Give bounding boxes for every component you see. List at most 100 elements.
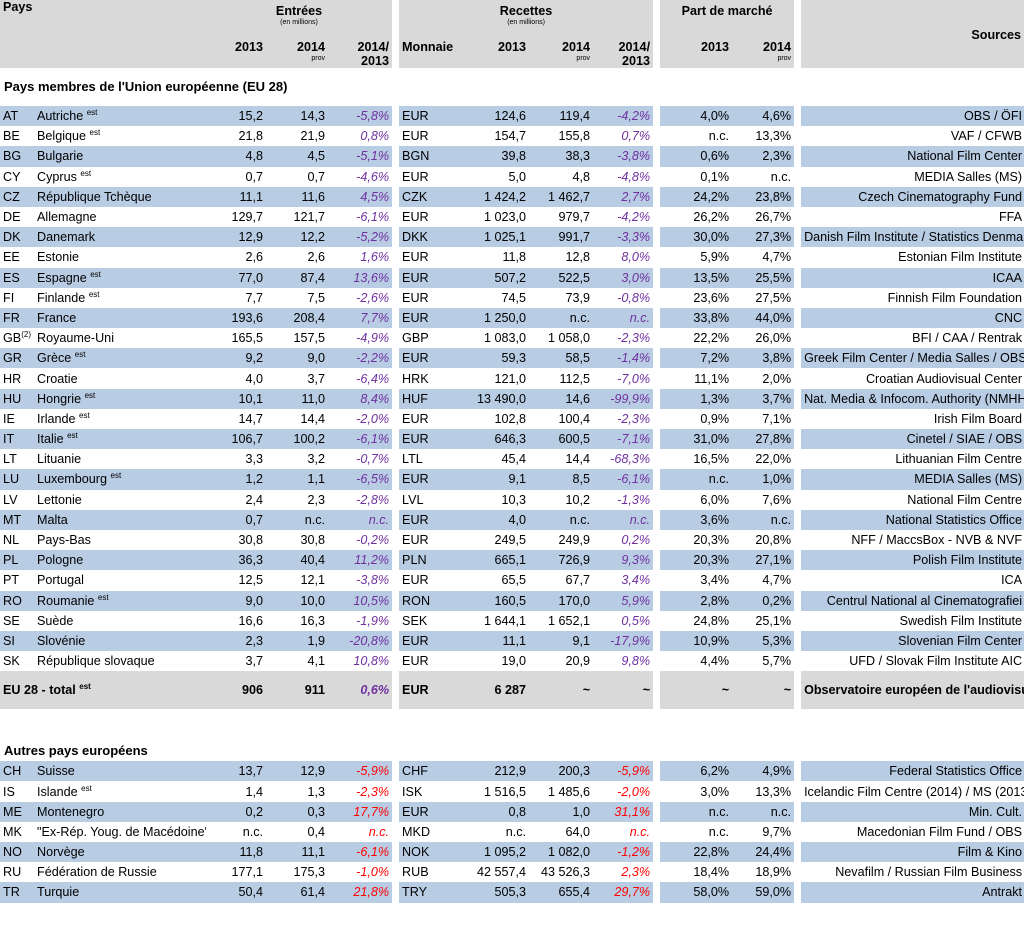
country-name: Norvège: [34, 842, 207, 863]
recettes-change: -6,1%: [593, 469, 654, 490]
entrees-change: 21,8%: [328, 882, 393, 903]
table-row: NO Norvège 11,8 11,1 -6,1% NOK 1 095,2 1 082,0-…: [0, 842, 1024, 863]
recettes-2013: 1 095,2: [461, 842, 530, 863]
table-row: DK Danemark 12,9 12,2 -5,2% DKK 1 025,1 991,7 -3…: [0, 227, 1024, 248]
entrees-change: 0,8%: [328, 126, 393, 147]
entrees-change: -5,2%: [328, 227, 393, 248]
currency: EUR: [399, 801, 462, 822]
market-share-2014: 2,3%: [732, 146, 795, 167]
recettes-2013: 665,1: [461, 550, 530, 571]
currency: HRK: [399, 368, 462, 389]
eu-section-title: Pays membres de l'Union européenne (EU 2…: [4, 79, 288, 94]
market-share-2013: 6,2%: [660, 761, 733, 782]
country-name: Slovénie: [34, 630, 207, 652]
recettes-change: -4,8%: [593, 166, 654, 187]
entrees-2014: 0,4: [266, 821, 329, 842]
source: Croatian Audiovisual Center: [801, 368, 1024, 389]
recettes-2014: 1,0: [529, 801, 594, 822]
recettes-2014: 249,9: [529, 529, 594, 551]
country-code: PL: [0, 550, 34, 571]
recettes-change: -0,8%: [593, 287, 654, 308]
other-section-title-row: Autres pays européens: [0, 709, 1024, 761]
country-code: DE: [0, 206, 34, 228]
market-share-2014: 27,8%: [732, 429, 795, 450]
country-code: BE: [0, 126, 34, 147]
market-share-2014: 23,8%: [732, 186, 795, 207]
country-name: Grèce est: [34, 348, 207, 369]
market-share-2013: 4,0%: [660, 106, 733, 127]
entrees-2013: 36,3: [206, 550, 267, 571]
market-share-2014: 4,7%: [732, 570, 795, 591]
country-code: BG: [0, 146, 34, 167]
entrees-2014: n.c.: [266, 509, 329, 530]
recettes-2013: 212,9: [461, 761, 530, 782]
recettes-2014: 991,7: [529, 227, 594, 248]
source: National Film Center: [801, 146, 1024, 167]
market-share-2013: n.c.: [660, 469, 733, 490]
market-share-2013: 20,3%: [660, 529, 733, 551]
country-code: GB(2): [0, 328, 34, 349]
market-share-2014: 4,7%: [732, 247, 795, 268]
currency: DKK: [399, 227, 462, 248]
market-share-2014: 20,8%: [732, 529, 795, 551]
country-name: Roumanie est: [34, 590, 207, 611]
eu-total-row: EU 28 - total est 906 911 0,6% EUR 6 287…: [0, 671, 1024, 710]
country-name: Espagne est: [34, 267, 207, 288]
entrees-change: -6,1%: [328, 842, 393, 863]
source: BFI / CAA / Rentrak: [801, 328, 1024, 349]
currency: EUR: [399, 509, 462, 530]
country-name: Portugal: [34, 570, 207, 591]
recettes-2014: 170,0: [529, 590, 594, 611]
entrees-2014: 4,1: [266, 651, 329, 672]
currency: EUR: [399, 206, 462, 228]
currency: EUR: [399, 529, 462, 551]
currency: EUR: [399, 287, 462, 308]
country-name: Luxembourg est: [34, 469, 207, 490]
currency: RUB: [399, 862, 462, 883]
market-share-2013: 11,1%: [660, 368, 733, 389]
market-share-2014: 5,7%: [732, 651, 795, 672]
currency: HUF: [399, 388, 462, 409]
currency: LVL: [399, 489, 462, 510]
market-share-2014: 7,6%: [732, 489, 795, 510]
recettes-2013: 249,5: [461, 529, 530, 551]
market-share-2014: 25,5%: [732, 267, 795, 288]
recettes-2013: 45,4: [461, 449, 530, 470]
source: Centrul National al Cinematografiei: [801, 590, 1024, 611]
source: NFF / MaccsBox - NVB & NVF: [801, 529, 1024, 551]
market-share-2014: n.c.: [732, 166, 795, 187]
entrees-2013: 3,3: [206, 449, 267, 470]
recettes-2013: 59,3: [461, 348, 530, 369]
recettes-2014: 73,9: [529, 287, 594, 308]
recettes-change: 29,7%: [593, 882, 654, 903]
entrees-2014: 121,7: [266, 206, 329, 228]
recettes-change: 2,7%: [593, 186, 654, 207]
recettes-2013: 507,2: [461, 267, 530, 288]
entrees-2013: 193,6: [206, 307, 267, 329]
total-m2014: ~: [732, 671, 795, 710]
market-share-2013: 4,4%: [660, 651, 733, 672]
recettes-change: -99,9%: [593, 388, 654, 409]
country-code: ME: [0, 801, 34, 822]
market-share-2014: 3,7%: [732, 388, 795, 409]
country-code: CY: [0, 166, 34, 187]
currency: EUR: [399, 469, 462, 490]
entrees-2013: 21,8: [206, 126, 267, 147]
entrees-change: 10,5%: [328, 590, 393, 611]
entrees-2014: 0,3: [266, 801, 329, 822]
table-row: BE Belgique est 21,8 21,9 0,8% EUR 154,7 155,8 0…: [0, 126, 1024, 147]
recettes-change: -3,3%: [593, 227, 654, 248]
source: Icelandic Film Centre (2014) / MS (2013): [801, 781, 1024, 802]
recettes-2013: 0,8: [461, 801, 530, 822]
country-name: Autriche est: [34, 106, 207, 127]
market-share-2014: 0,2%: [732, 590, 795, 611]
recettes-2013: 1 644,1: [461, 610, 530, 631]
header-row: Pays Entrées (en millions) Recettes (en …: [0, 0, 1024, 68]
entrees-2013: 77,0: [206, 267, 267, 288]
country-code: PT: [0, 570, 34, 591]
recettes-2013: 9,1: [461, 469, 530, 490]
entrees-change: n.c.: [328, 509, 393, 530]
recettes-2013: 102,8: [461, 408, 530, 429]
country-name: Royaume-Uni: [34, 328, 207, 349]
market-share-2013: 20,3%: [660, 550, 733, 571]
